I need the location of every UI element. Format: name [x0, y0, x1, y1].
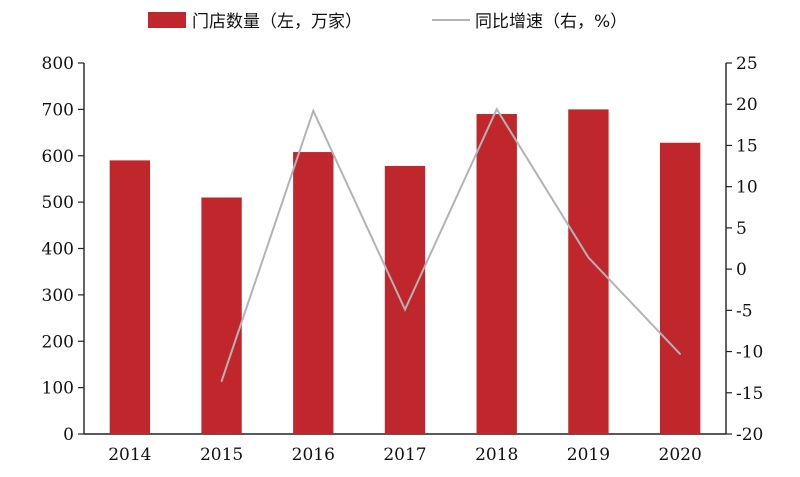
x-axis-ticks: 2014 2015 2016 2017 2018 2019 2020: [108, 445, 702, 465]
x-tick-label: 2015: [200, 445, 243, 465]
left-tick-label: 400: [42, 240, 74, 260]
growth-point-2020: [679, 353, 681, 355]
left-tick-label: 700: [42, 100, 74, 120]
bar-series: [109, 109, 701, 435]
growth-line: [220, 107, 681, 382]
right-tick-label: -15: [736, 384, 763, 404]
legend-swatch-bar: [148, 12, 186, 28]
x-tick-label: 2020: [659, 445, 702, 465]
left-tick-label: 0: [63, 425, 74, 445]
bar-2015: [201, 197, 242, 434]
growth-point-2016: [312, 110, 315, 112]
x-tick-label: 2018: [475, 445, 518, 465]
x-tick-label: 2014: [108, 445, 151, 465]
legend: 门店数量（左，万家） 同比增速（右，%）: [148, 12, 627, 32]
growth-point-2015: [220, 380, 223, 383]
right-tick-label: 5: [736, 219, 747, 239]
right-tick-label: -10: [736, 343, 763, 363]
right-tick-label: 25: [736, 54, 758, 74]
right-tick-label: 0: [736, 260, 747, 280]
left-tick-label: 600: [42, 147, 74, 167]
right-tick-label: 20: [736, 95, 758, 115]
right-tick-label: 15: [736, 136, 758, 156]
x-tick-label: 2016: [292, 445, 335, 465]
left-axis-ticks: 0 100 200 300 400 500 600 700 800: [42, 54, 84, 445]
right-tick-label: 10: [736, 178, 758, 198]
right-axis-ticks: -20 -15 -10 -5 0 5 10 15 20 25: [726, 54, 763, 445]
left-tick-label: 100: [42, 379, 74, 399]
line-series: [220, 107, 681, 383]
right-tick-label: -5: [736, 301, 753, 321]
legend-label-bar: 门店数量（左，万家）: [192, 12, 362, 32]
bar-2017: [384, 165, 426, 434]
x-tick-label: 2019: [567, 445, 610, 465]
growth-point-2019: [587, 256, 590, 259]
x-tick-label: 2017: [383, 445, 426, 465]
left-tick-label: 300: [42, 286, 74, 306]
bar-2020: [659, 142, 701, 434]
left-tick-label: 800: [42, 54, 74, 74]
bar-2016: [293, 152, 334, 435]
left-tick-label: 200: [42, 332, 74, 352]
right-tick-label: -20: [736, 425, 763, 445]
growth-point-2018: [495, 108, 498, 110]
bar-2014: [109, 160, 151, 434]
legend-label-line: 同比增速（右，%）: [475, 12, 627, 32]
bar-2018: [476, 114, 517, 434]
left-tick-label: 500: [42, 193, 74, 213]
growth-point-2017: [404, 308, 406, 311]
